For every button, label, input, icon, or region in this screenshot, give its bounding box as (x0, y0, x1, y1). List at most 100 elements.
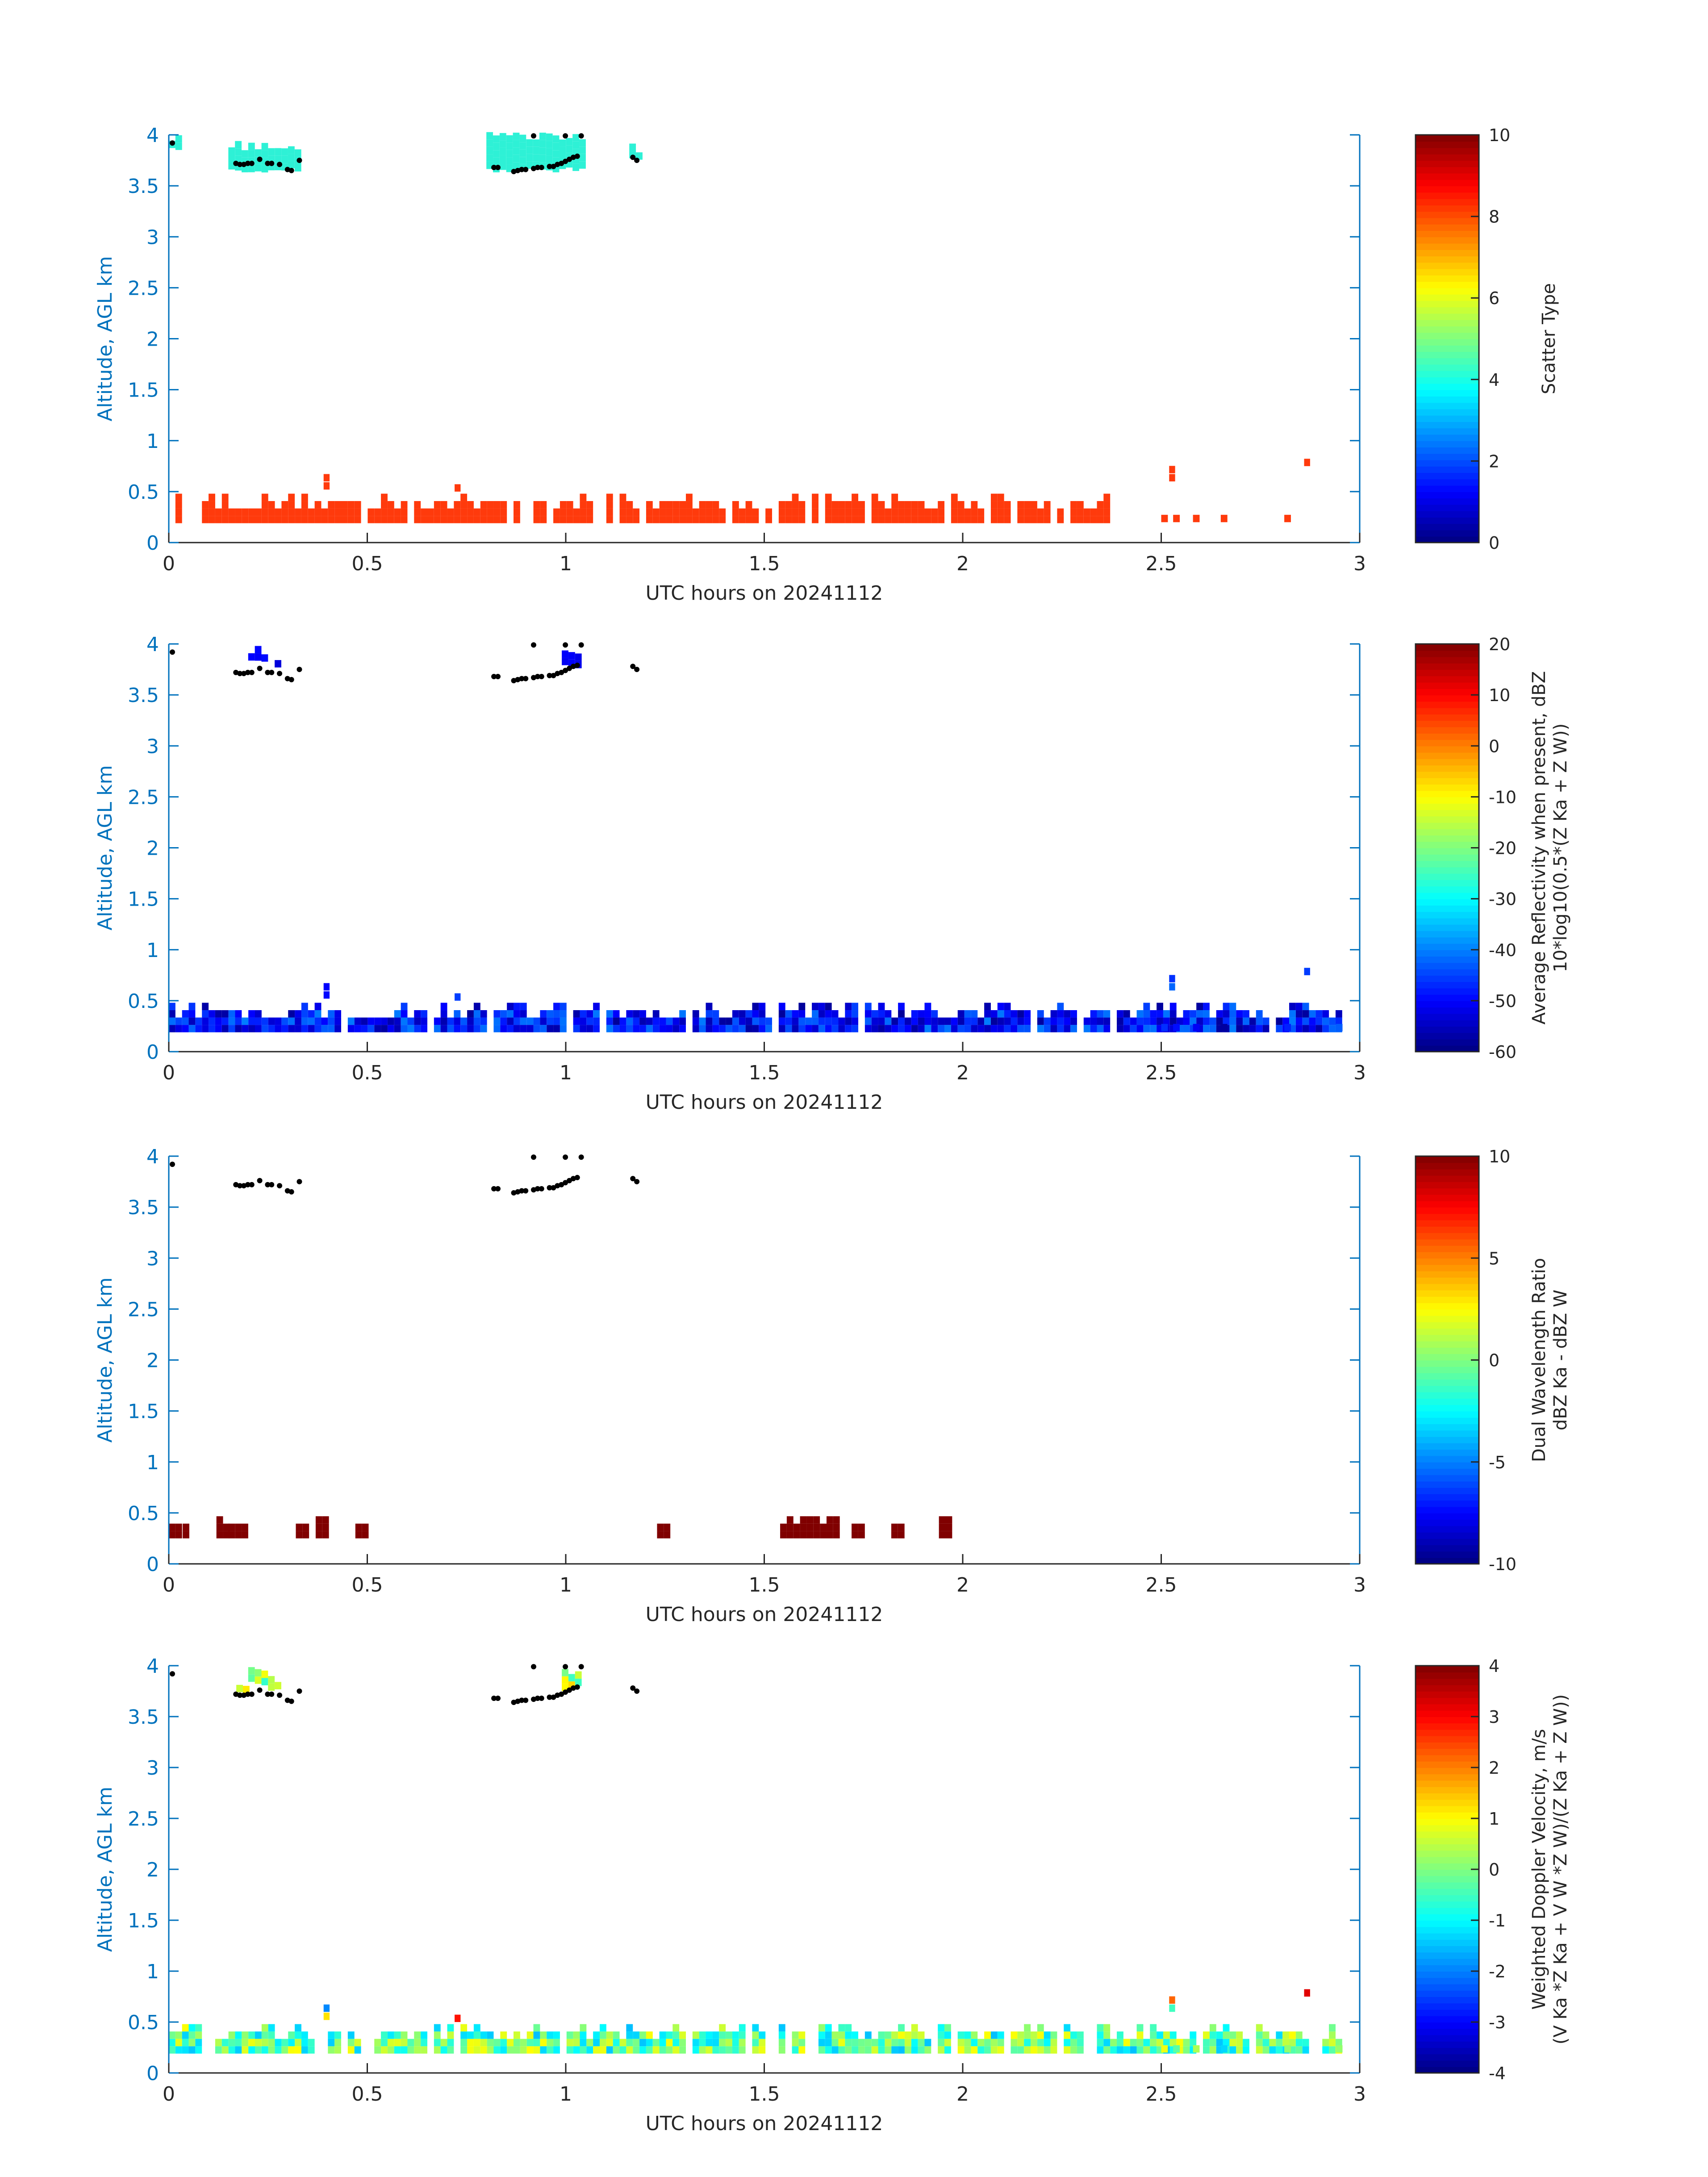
heatmap-cell (460, 501, 468, 509)
heatmap-cell (911, 2024, 918, 2032)
heatmap-cell (1103, 2031, 1111, 2039)
heatmap-cell (334, 2031, 342, 2039)
heatmap-cell (533, 516, 540, 523)
heatmap-cell (460, 1025, 468, 1032)
colorbar-tick-label: 0 (1489, 736, 1499, 756)
heatmap-cell (387, 508, 394, 516)
heatmap-cell (945, 1523, 952, 1531)
y-tick-label: 0 (146, 2062, 159, 2085)
heatmap-cell (295, 1017, 301, 1025)
heatmap-cell (898, 2024, 905, 2032)
heatmap-cell (301, 508, 308, 516)
colorbar-swatch (1416, 956, 1479, 963)
heatmap-cell (904, 2046, 911, 2054)
x-tick-label: 2.5 (1146, 1061, 1177, 1084)
y-axis-label: Altitude, AGL km (94, 1787, 117, 1952)
heatmap-cell (1083, 1025, 1090, 1032)
heatmap-cell (454, 501, 461, 509)
heatmap-cell (1315, 1010, 1323, 1018)
colorbar-swatch (1416, 1926, 1479, 1934)
heatmap-cell (347, 516, 355, 523)
heatmap-cell (295, 2024, 301, 2032)
heatmap-cell (586, 1010, 593, 1018)
heatmap-cell (1236, 2046, 1243, 2054)
heatmap-cell (1064, 1017, 1071, 1025)
heatmap-cell (977, 1017, 985, 1025)
heatmap-cell (852, 2031, 859, 2039)
heatmap-cell (493, 135, 500, 143)
heatmap-cell (1203, 1025, 1210, 1032)
heatmap-cell (1103, 501, 1111, 509)
heatmap-cell (1256, 2031, 1263, 2039)
heatmap-cell (759, 2039, 766, 2047)
heatmap-cell (891, 2046, 898, 2054)
marker-point (634, 667, 640, 673)
heatmap-cell (553, 516, 560, 523)
heatmap-cell (281, 501, 288, 509)
colorbar-swatch (1416, 1039, 1479, 1046)
heatmap-cell (1161, 514, 1168, 522)
colorbar-swatch (1416, 1964, 1479, 1972)
heatmap-cell (619, 2039, 626, 2047)
heatmap-cell (188, 1003, 196, 1011)
heatmap-cell (613, 2031, 620, 2039)
heatmap-cell (296, 1531, 303, 1538)
colorbar-swatch (1416, 440, 1479, 448)
heatmap-cell (845, 2039, 852, 2047)
heatmap-cell (347, 501, 355, 509)
x-tick-label: 0 (163, 1574, 175, 1596)
heatmap-cell (1044, 2031, 1051, 2039)
heatmap-cell (579, 139, 586, 147)
heatmap-cell (308, 2046, 315, 2054)
heatmap-cell (367, 508, 375, 516)
heatmap-cell (223, 1531, 230, 1538)
heatmap-cell (354, 1017, 361, 1025)
heatmap-cell (221, 1025, 229, 1032)
heatmap-cell (215, 2046, 222, 2054)
marker-point (530, 1154, 536, 1160)
heatmap-cell (878, 1010, 885, 1018)
heatmap-cell (235, 1010, 242, 1018)
heatmap-cell (780, 1523, 787, 1531)
heatmap-cell (493, 516, 501, 523)
heatmap-cell (712, 1017, 719, 1025)
heatmap-cell (579, 161, 586, 169)
marker-point (491, 1186, 497, 1192)
heatmap-cell (540, 508, 547, 516)
heatmap-cell (315, 1523, 322, 1531)
heatmap-cell (275, 2046, 282, 2054)
heatmap-cell (1335, 1017, 1342, 1025)
heatmap-cell (334, 508, 342, 516)
heatmap-cell (560, 516, 567, 523)
heatmap-cell (1236, 1025, 1243, 1032)
heatmap-cell (1157, 1010, 1163, 1018)
heatmap-cell (845, 1010, 852, 1018)
colorbar-swatch (1416, 1328, 1479, 1335)
heatmap-cell (1193, 1024, 1200, 1032)
heatmap-cell (347, 2031, 355, 2039)
heatmap-cell (891, 493, 898, 501)
heatmap-cell (467, 2031, 474, 2039)
heatmap-cell (845, 1017, 852, 1025)
heatmap-cell (560, 1017, 567, 1025)
heatmap-cell (434, 516, 441, 523)
heatmap-cell (215, 516, 222, 523)
heatmap-cell (1289, 1003, 1296, 1011)
heatmap-cell (971, 2046, 978, 2054)
heatmap-cell (526, 1017, 534, 1025)
heatmap-cell (878, 2046, 885, 2054)
colorbar-swatch (1416, 402, 1479, 409)
heatmap-cell (414, 1010, 421, 1018)
heatmap-cell (1090, 516, 1097, 523)
colorbar-swatch (1416, 472, 1479, 480)
heatmap-cell (1256, 2039, 1263, 2047)
heatmap-cell (692, 2031, 699, 2039)
heatmap-cell (261, 1678, 268, 1685)
colorbar-swatch (1416, 300, 1479, 308)
heatmap-cell (1130, 1025, 1137, 1032)
heatmap-cell (911, 2031, 918, 2039)
colorbar-swatch (1416, 2022, 1479, 2029)
heatmap-cell (268, 2039, 275, 2047)
heatmap-cell (301, 1003, 308, 1011)
